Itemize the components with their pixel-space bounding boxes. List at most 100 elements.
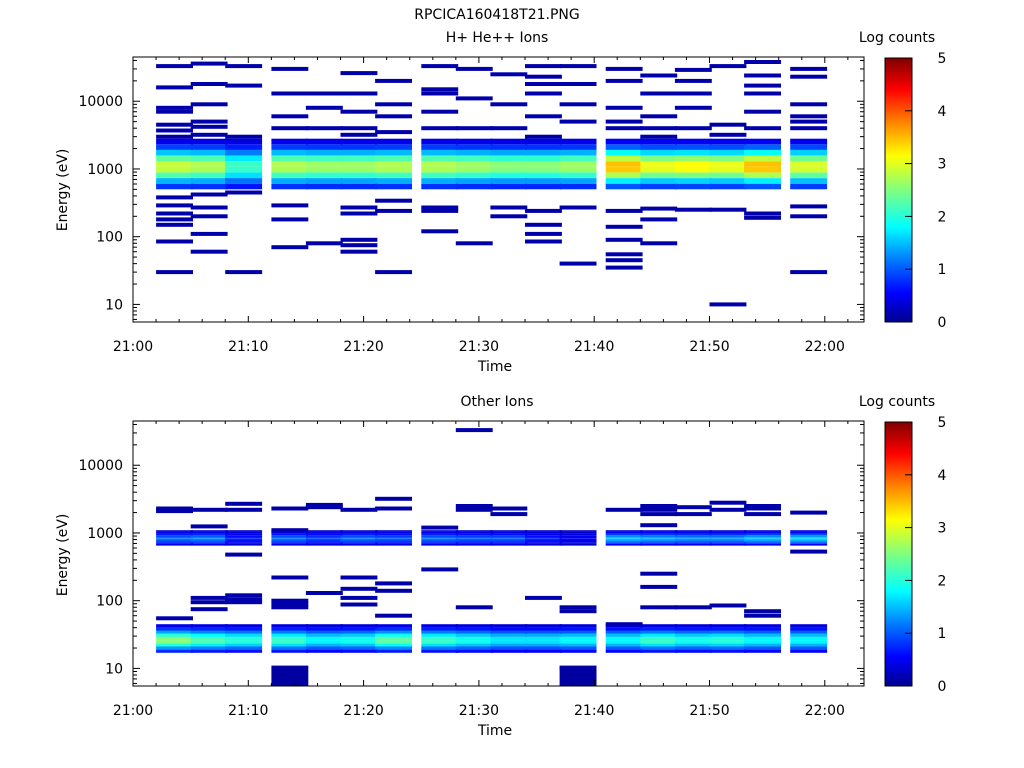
low-band-cell bbox=[305, 630, 343, 634]
count-level-mark bbox=[490, 72, 528, 77]
mid-band-cell bbox=[559, 535, 597, 537]
count-level-mark bbox=[640, 91, 678, 96]
mid-band-cell bbox=[744, 531, 781, 534]
mid-band-cell bbox=[525, 540, 562, 543]
low-band-cell bbox=[559, 630, 597, 634]
mid-band-cell bbox=[225, 542, 263, 544]
low-band-cell bbox=[421, 633, 459, 637]
core-band-cell bbox=[455, 166, 493, 173]
low-band-cell bbox=[305, 636, 343, 641]
count-level-mark bbox=[744, 73, 781, 78]
low-band-cell bbox=[790, 643, 828, 647]
count-level-mark bbox=[305, 105, 343, 110]
count-level-mark bbox=[525, 239, 562, 244]
y-tick-label: 10 bbox=[105, 297, 123, 313]
low-band-cell bbox=[190, 627, 228, 631]
low-band-cell bbox=[421, 630, 459, 634]
low-band-cell bbox=[156, 636, 193, 641]
core-band-cell bbox=[156, 172, 193, 179]
low-band-cell bbox=[559, 640, 597, 644]
count-level-mark bbox=[271, 217, 309, 222]
count-level-mark bbox=[271, 575, 309, 580]
y-tick-label: 1000 bbox=[87, 526, 123, 542]
mid-band-cell bbox=[674, 543, 712, 546]
low-band-cell bbox=[790, 633, 828, 637]
low-band-cell bbox=[525, 630, 562, 634]
core-band-cell bbox=[490, 161, 528, 167]
low-band-cell bbox=[156, 646, 193, 650]
count-level-mark bbox=[455, 126, 493, 131]
panel-h-he-ions: H+ He++ Ions Log counts Energy (eV) Time… bbox=[55, 30, 947, 375]
count-level-mark bbox=[674, 505, 712, 510]
count-level-mark bbox=[605, 208, 643, 213]
count-level-mark bbox=[225, 600, 263, 605]
low-band-cell bbox=[744, 624, 781, 628]
mid-band-cell bbox=[156, 530, 193, 532]
low-band-cell bbox=[525, 624, 562, 628]
count-level-mark bbox=[605, 622, 643, 627]
count-level-mark bbox=[640, 504, 678, 508]
mid-band-cell bbox=[490, 542, 528, 544]
count-level-mark bbox=[790, 126, 828, 131]
low-band-cell bbox=[225, 646, 263, 650]
low-band-cell bbox=[455, 643, 493, 647]
low-band-cell bbox=[525, 640, 562, 644]
mid-band-cell bbox=[340, 533, 378, 536]
low-band-cell bbox=[305, 643, 343, 647]
core-band-cell bbox=[271, 161, 309, 167]
low-band-cell bbox=[271, 624, 309, 628]
panel1-title: H+ He++ Ions bbox=[446, 30, 549, 46]
mid-band-cell bbox=[271, 538, 309, 541]
low-band-cell bbox=[605, 640, 643, 644]
count-level-mark bbox=[525, 134, 562, 139]
count-level-mark bbox=[271, 605, 309, 610]
count-level-mark bbox=[190, 249, 228, 254]
core-band-cell bbox=[640, 183, 678, 190]
core-band-cell bbox=[709, 166, 747, 173]
x-tick-label: 21:20 bbox=[343, 339, 383, 355]
count-level-mark bbox=[271, 245, 309, 250]
core-band-cell bbox=[375, 178, 412, 184]
core-band-cell bbox=[744, 183, 781, 190]
colorbar-tick-label: 1 bbox=[938, 262, 947, 278]
mid-band-cell bbox=[190, 531, 228, 534]
mid-band-cell bbox=[790, 533, 828, 536]
core-band-cell bbox=[156, 155, 193, 162]
core-band-cell bbox=[674, 161, 712, 167]
count-level-mark bbox=[559, 605, 597, 610]
count-level-mark bbox=[156, 270, 193, 275]
mid-band-cell bbox=[225, 538, 263, 541]
mid-band-cell bbox=[525, 543, 562, 546]
count-level-mark bbox=[744, 504, 781, 508]
count-level-mark bbox=[640, 114, 678, 119]
low-band-cell bbox=[271, 636, 309, 641]
count-level-mark bbox=[156, 109, 193, 114]
colorbar-tick-label: 5 bbox=[938, 415, 947, 431]
count-level-mark bbox=[375, 198, 412, 203]
core-band-cell bbox=[340, 172, 378, 179]
core-band-cell bbox=[421, 166, 459, 173]
panel-other-ions: Other Ions Log counts Energy (eV) Time 2… bbox=[55, 394, 947, 739]
count-level-mark bbox=[744, 613, 781, 618]
count-level-mark bbox=[525, 91, 562, 96]
y-tick-label: 10000 bbox=[78, 458, 123, 474]
low-band-cell bbox=[525, 646, 562, 650]
count-level-mark bbox=[305, 591, 343, 595]
core-band-cell bbox=[525, 172, 562, 179]
mid-band-cell bbox=[271, 533, 309, 536]
count-level-mark bbox=[421, 109, 459, 114]
low-band-cell bbox=[559, 624, 597, 628]
low-band-cell bbox=[340, 640, 378, 644]
low-band-cell bbox=[525, 633, 562, 637]
core-band-cell bbox=[225, 172, 263, 179]
mid-band-cell bbox=[421, 543, 459, 546]
core-band-cell bbox=[375, 183, 412, 190]
count-level-mark bbox=[709, 500, 747, 505]
low-band-cell bbox=[225, 630, 263, 634]
mid-band-cell bbox=[156, 542, 193, 544]
count-level-mark bbox=[605, 126, 643, 131]
low-band-cell bbox=[340, 646, 378, 650]
mid-band-cell bbox=[305, 531, 343, 534]
mid-band-cell bbox=[305, 537, 343, 539]
count-level-mark bbox=[190, 192, 228, 197]
